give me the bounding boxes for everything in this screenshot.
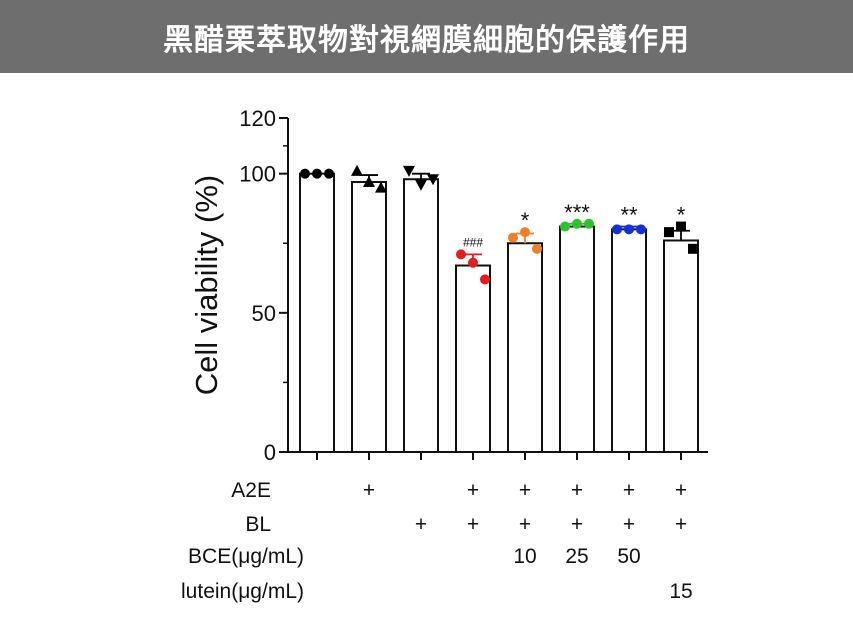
data-point-3-0 [456, 249, 466, 260]
data-point-6-1 [624, 224, 634, 235]
data-point-1-1 [363, 176, 375, 188]
condition-cell-1-2: + [415, 513, 427, 536]
condition-cell-2-5: 25 [565, 545, 588, 568]
bar-4 [507, 242, 543, 453]
bar-7 [663, 239, 699, 453]
condition-cell-1-7: + [675, 513, 687, 536]
data-point-2-2 [427, 174, 439, 186]
bar-5 [559, 225, 595, 453]
condition-row-label-2: BCE(μg/mL) [188, 545, 304, 568]
y-tick-label-0: 0 [264, 440, 276, 465]
condition-cell-1-4: + [519, 513, 531, 536]
data-point-6-2 [636, 224, 646, 235]
data-point-7-1 [676, 221, 686, 232]
condition-row-label-1: BL [245, 513, 271, 536]
bar-0 [299, 172, 335, 454]
condition-cell-3-7: 15 [669, 580, 692, 603]
significance-label-3: ### [463, 235, 483, 249]
condition-cell-1-5: + [571, 513, 583, 536]
significance-label-4: * [521, 208, 530, 233]
condition-cell-0-5: + [571, 479, 583, 502]
bar-6 [611, 228, 647, 453]
significance-label-5: *** [564, 200, 590, 225]
data-point-0-1 [312, 168, 322, 179]
condition-cell-2-6: 50 [617, 545, 640, 568]
condition-cell-0-7: + [675, 479, 687, 502]
condition-cell-1-6: + [623, 513, 635, 536]
data-point-7-2 [688, 243, 698, 254]
data-point-2-1 [415, 179, 427, 191]
significance-label-7: * [677, 203, 686, 228]
data-point-0-2 [324, 168, 334, 179]
data-point-3-1 [468, 257, 478, 268]
page-title: 黑醋栗萃取物對視網膜細胞的保護作用 [163, 22, 690, 58]
data-point-5-0 [560, 221, 570, 232]
significance-label-6: ** [620, 203, 638, 228]
bar-3 [455, 264, 491, 453]
condition-cell-0-6: + [623, 479, 635, 502]
y-tick-label-100: 100 [239, 162, 276, 187]
data-point-4-0 [508, 232, 518, 243]
data-point-1-0 [351, 164, 363, 176]
data-point-0-0 [300, 168, 310, 179]
data-point-4-2 [532, 243, 542, 254]
data-point-6-0 [612, 224, 622, 235]
condition-cell-1-3: + [467, 513, 479, 536]
title-banner: 黑醋栗萃取物對視網膜細胞的保護作用 [0, 0, 853, 73]
data-point-5-2 [584, 218, 594, 229]
condition-cell-0-3: + [467, 479, 479, 502]
condition-cell-0-4: + [519, 479, 531, 502]
condition-cell-2-4: 10 [513, 545, 536, 568]
data-point-4-1 [520, 227, 530, 238]
data-point-5-1 [572, 218, 582, 229]
condition-cell-0-1: + [363, 479, 375, 502]
data-point-3-2 [480, 274, 490, 285]
y-tick-label-120: 120 [239, 106, 276, 131]
condition-row-label-3: lutein(μg/mL) [181, 580, 304, 603]
bar-1 [351, 181, 387, 453]
y-tick-label-50: 50 [252, 301, 276, 326]
y-axis-label: Cell viability (%) [189, 175, 224, 395]
bar-2 [403, 178, 439, 453]
data-point-1-2 [375, 181, 387, 193]
data-point-2-0 [403, 165, 415, 177]
condition-row-label-0: A2E [231, 479, 271, 502]
data-point-7-0 [664, 227, 674, 238]
